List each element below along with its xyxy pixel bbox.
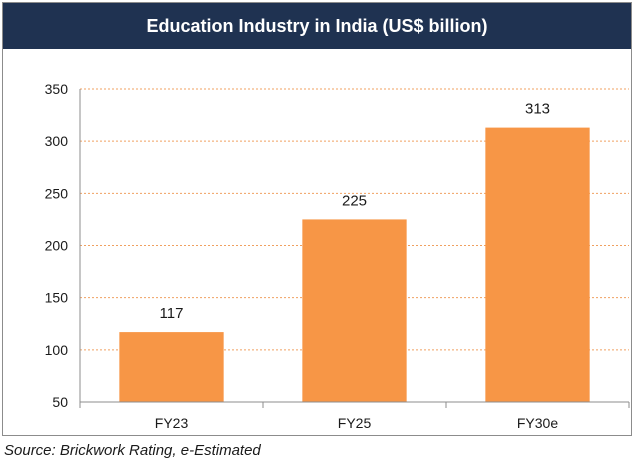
data-label-FY23: 117 (160, 305, 184, 322)
x-tick-label-FY30e: FY30e (517, 415, 558, 431)
y-tick-label-150: 150 (45, 290, 69, 306)
y-tick-label-250: 250 (45, 185, 69, 201)
chart-title: Education Industry in India (US$ billion… (3, 3, 631, 49)
bar-FY23 (119, 332, 224, 402)
y-tick-label-200: 200 (45, 238, 69, 254)
y-tick-label-300: 300 (45, 133, 69, 149)
bar-FY25 (302, 219, 407, 402)
y-tick-label-100: 100 (45, 342, 69, 358)
chart-frame: Education Industry in India (US$ billion… (2, 2, 632, 436)
chart-plot: 50 100 150 200 250 300 350 117 FY23 225 FY25 313 FY3… (45, 81, 630, 431)
x-tick-label-FY23: FY23 (155, 415, 189, 431)
bar-FY30e (485, 127, 590, 402)
data-label-FY25: 225 (342, 192, 367, 209)
y-tick-label-50: 50 (52, 394, 68, 410)
data-label-FY30e: 313 (525, 101, 550, 118)
x-tick-label-FY25: FY25 (338, 415, 372, 431)
y-tick-label-350: 350 (45, 81, 69, 97)
source-note: Source: Brickwork Rating, e-Estimated (4, 442, 261, 459)
